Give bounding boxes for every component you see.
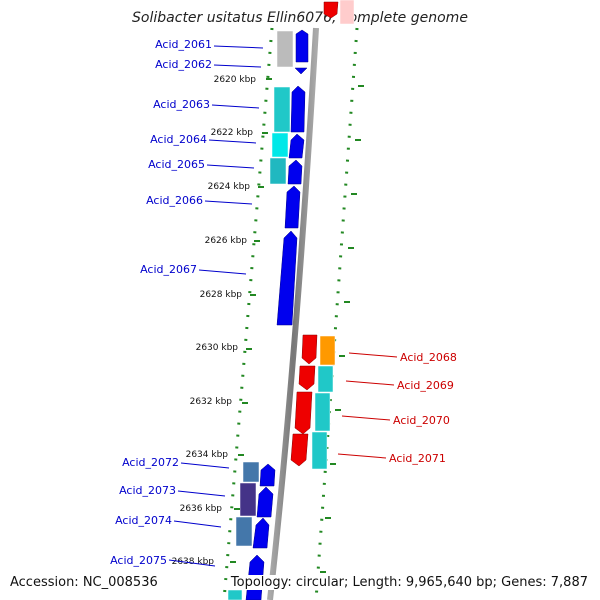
- cog-box-2068: [319, 335, 336, 366]
- tick-label: 2628 kbp: [200, 290, 243, 300]
- gene-label-acid-2070[interactable]: Acid_2070: [393, 414, 450, 427]
- tick-label: 2638 kbp: [172, 557, 215, 567]
- topology-text: Topology: circular; Length: 9,965,640 bp…: [228, 575, 590, 590]
- gene-label-acid-2064[interactable]: Acid_2064: [150, 133, 207, 146]
- outer-ring-right: [314, 27, 359, 600]
- tick-label: 2624 kbp: [208, 182, 251, 192]
- gene-label-acid-2069[interactable]: Acid_2069: [397, 379, 454, 392]
- cds-acid-2063[interactable]: [290, 85, 306, 133]
- gene-label-acid-2068[interactable]: Acid_2068: [400, 351, 457, 364]
- cds-acid-2068[interactable]: [301, 334, 318, 365]
- left-gene-labels: Acid_2061 Acid_2062 Acid_2063 Acid_2064 …: [110, 38, 212, 567]
- cog-box-top: [339, 0, 355, 25]
- cds-acid-2069[interactable]: [298, 365, 316, 391]
- gene-label-acid-2062[interactable]: Acid_2062: [155, 58, 212, 71]
- cog-box-2064: [271, 132, 289, 158]
- cog-box-2075: [227, 589, 243, 600]
- gene-label-acid-2073[interactable]: Acid_2073: [119, 484, 176, 497]
- tick-label: 2636 kbp: [180, 504, 223, 514]
- gene-label-acid-2074[interactable]: Acid_2074: [115, 514, 172, 527]
- cds-acid-2066[interactable]: [284, 185, 301, 229]
- forward-cds-track: [245, 29, 309, 600]
- cds-acid-2067[interactable]: [276, 230, 298, 326]
- gene-label-acid-2065[interactable]: Acid_2065: [148, 158, 205, 171]
- cog-box-2074: [235, 516, 253, 547]
- cog-box-2070: [314, 392, 331, 432]
- cog-box-2063: [273, 86, 291, 133]
- cds-acid-2072[interactable]: [259, 463, 276, 487]
- tick-labels: 2620 kbp 2622 kbp 2624 kbp 2626 kbp 2628…: [172, 75, 257, 567]
- gene-label-acid-2061[interactable]: Acid_2061: [155, 38, 212, 51]
- cds-acid-2065[interactable]: [287, 159, 303, 185]
- cds-acid-2061[interactable]: [295, 29, 309, 63]
- accession-text: Accession: NC_008536: [8, 575, 160, 590]
- cds-acid-2074[interactable]: [252, 517, 270, 549]
- left-cog-track: [227, 30, 294, 600]
- tick-marks: [230, 78, 364, 573]
- map-title: Solibacter usitatus Ellin6076, complete …: [132, 10, 468, 26]
- cog-box-2061: [276, 30, 294, 68]
- right-leaders: [337, 352, 398, 459]
- left-leaders: [168, 45, 264, 567]
- gene-label-acid-2071[interactable]: Acid_2071: [389, 452, 446, 465]
- cog-box-2069: [317, 365, 334, 393]
- tick-label: 2630 kbp: [196, 343, 239, 353]
- gene-label-acid-2075[interactable]: Acid_2075: [110, 554, 167, 567]
- cds-acid-2070[interactable]: [294, 391, 313, 435]
- cds-top-partial[interactable]: [323, 1, 339, 19]
- cds-acid-2073[interactable]: [256, 486, 274, 518]
- right-gene-labels: Acid_2068 Acid_2069 Acid_2070 Acid_2071: [389, 351, 457, 465]
- gene-label-acid-2067[interactable]: Acid_2067: [140, 263, 197, 276]
- cog-box-2072: [242, 461, 260, 483]
- tick-label: 2622 kbp: [211, 128, 254, 138]
- right-cog-track: [311, 0, 355, 470]
- tick-label: 2634 kbp: [186, 450, 229, 460]
- gene-label-acid-2072[interactable]: Acid_2072: [122, 456, 179, 469]
- cds-acid-2062[interactable]: [294, 67, 308, 75]
- tick-label: 2620 kbp: [214, 75, 257, 85]
- cds-acid-2064[interactable]: [288, 133, 305, 159]
- tick-label: 2626 kbp: [205, 236, 248, 246]
- tick-label: 2632 kbp: [190, 397, 233, 407]
- cog-box-2071: [311, 431, 328, 470]
- reverse-cds-track: [290, 1, 339, 467]
- gene-label-acid-2066[interactable]: Acid_2066: [146, 194, 203, 207]
- cog-box-2065: [269, 157, 287, 185]
- gene-label-acid-2063[interactable]: Acid_2063: [153, 98, 210, 111]
- genome-backbone: [267, 27, 319, 600]
- cog-box-2073: [239, 482, 257, 517]
- cds-acid-2071[interactable]: [290, 433, 309, 467]
